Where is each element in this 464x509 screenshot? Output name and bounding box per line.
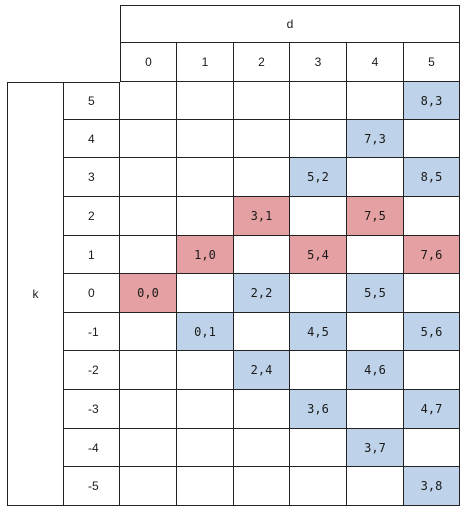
- k-header-cell: 3: [64, 158, 120, 197]
- grid-cell-filled: 7,5: [347, 197, 404, 236]
- d-header-cell: 0: [120, 43, 177, 82]
- grid-cell-empty: [290, 429, 347, 467]
- grid-cell-empty: [177, 197, 234, 236]
- k-header-cell: 5: [64, 82, 120, 120]
- grid-cell-empty: [177, 274, 234, 313]
- grid-cell-empty: [234, 158, 290, 197]
- grid-cell-empty: [347, 236, 404, 274]
- grid-cell-empty: [347, 313, 404, 351]
- grid-cell-empty: [234, 429, 290, 467]
- grid-cell-empty: [120, 390, 177, 429]
- grid-cell-empty: [120, 313, 177, 351]
- grid-cell-empty: [177, 351, 234, 390]
- k-axis-label: k: [7, 82, 64, 506]
- k-header-cell: -1: [64, 313, 120, 351]
- grid-cell-empty: [120, 120, 177, 158]
- grid-cell-empty: [177, 390, 234, 429]
- grid-cell-empty: [404, 274, 460, 313]
- grid-cell-filled: 5,5: [347, 274, 404, 313]
- grid-cell-filled: 8,3: [404, 82, 460, 120]
- grid-cell-empty: [120, 429, 177, 467]
- d-header-cell: 4: [347, 43, 404, 82]
- k-header-cell: 2: [64, 197, 120, 236]
- grid-cell-empty: [234, 313, 290, 351]
- grid-cell-filled: 4,6: [347, 351, 404, 390]
- grid-cell-empty: [290, 351, 347, 390]
- grid-cell-filled: 3,6: [290, 390, 347, 429]
- grid-cell-empty: [404, 120, 460, 158]
- grid-cell-empty: [290, 197, 347, 236]
- grid-cell-filled: 4,5: [290, 313, 347, 351]
- grid-cell-empty: [234, 82, 290, 120]
- grid-cell-empty: [120, 351, 177, 390]
- d-header-cell: 2: [234, 43, 290, 82]
- grid-cell-empty: [290, 467, 347, 506]
- grid-cell-filled: 3,1: [234, 197, 290, 236]
- grid-cell-empty: [290, 82, 347, 120]
- k-header-cell: 4: [64, 120, 120, 158]
- grid-cell-empty: [347, 467, 404, 506]
- grid-cell-empty: [404, 351, 460, 390]
- grid-cell-filled: 7,6: [404, 236, 460, 274]
- grid-cell-filled: 4,7: [404, 390, 460, 429]
- k-header-cell: -3: [64, 390, 120, 429]
- grid-cell-filled: 8,5: [404, 158, 460, 197]
- grid-cell-empty: [120, 82, 177, 120]
- k-header-cell: -2: [64, 351, 120, 390]
- grid-cell-empty: [347, 158, 404, 197]
- grid-cell-filled: 5,2: [290, 158, 347, 197]
- grid-cell-filled: 3,8: [404, 467, 460, 506]
- grid-cell-empty: [120, 236, 177, 274]
- grid-cell-filled: 0,0: [120, 274, 177, 313]
- grid-cell-empty: [290, 120, 347, 158]
- k-header-cell: 0: [64, 274, 120, 313]
- grid-cell-filled: 1,0: [177, 236, 234, 274]
- grid-cell-empty: [347, 390, 404, 429]
- k-header-cell: -4: [64, 429, 120, 467]
- grid-cell-empty: [234, 467, 290, 506]
- grid-cell-empty: [120, 467, 177, 506]
- grid-cell-filled: 2,4: [234, 351, 290, 390]
- d-header-cell: 5: [404, 43, 460, 82]
- grid-cell-empty: [347, 82, 404, 120]
- grid-cell-empty: [234, 236, 290, 274]
- grid-cell-empty: [177, 82, 234, 120]
- grid-cell-empty: [234, 390, 290, 429]
- grid-cell-filled: 5,6: [404, 313, 460, 351]
- grid-cell-filled: 3,7: [347, 429, 404, 467]
- grid-cell-empty: [234, 120, 290, 158]
- k-header-cell: -5: [64, 467, 120, 506]
- grid-cell-empty: [177, 120, 234, 158]
- d-axis-label: d: [120, 5, 460, 43]
- grid-cell-filled: 0,1: [177, 313, 234, 351]
- grid-cell-empty: [290, 274, 347, 313]
- grid-cell-empty: [404, 429, 460, 467]
- grid-cell-empty: [120, 197, 177, 236]
- d-header-cell: 3: [290, 43, 347, 82]
- d-header-cell: 1: [177, 43, 234, 82]
- grid-cell-empty: [177, 158, 234, 197]
- grid-cell-empty: [120, 158, 177, 197]
- grid-cell-filled: 7,3: [347, 120, 404, 158]
- grid-cell-empty: [177, 429, 234, 467]
- grid-cell-empty: [404, 197, 460, 236]
- grid-cell-filled: 2,2: [234, 274, 290, 313]
- grid-cell-filled: 5,4: [290, 236, 347, 274]
- k-header-cell: 1: [64, 236, 120, 274]
- grid-cell-empty: [177, 467, 234, 506]
